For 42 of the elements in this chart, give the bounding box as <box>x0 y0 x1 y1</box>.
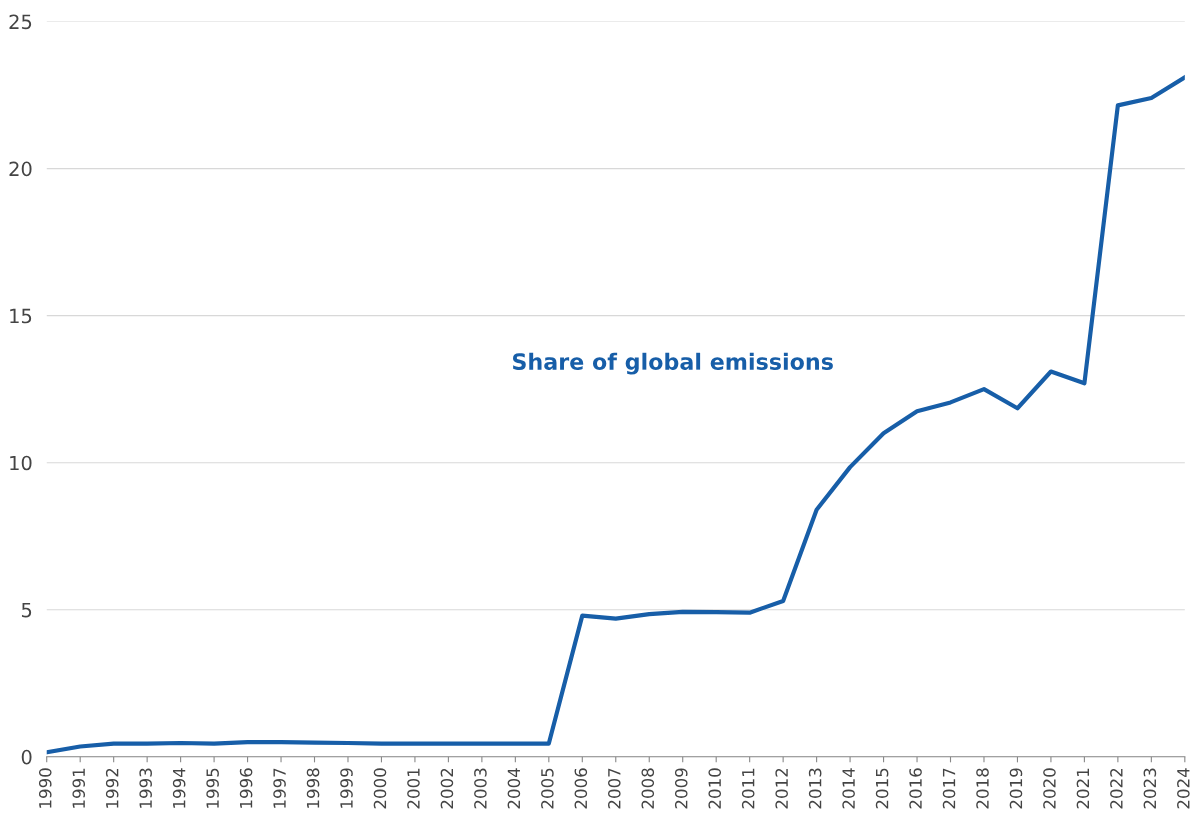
x-tick-label: 2016 <box>909 768 922 809</box>
y-tick-label: 20 <box>9 161 32 177</box>
x-tick-label: 2014 <box>842 768 855 809</box>
x-tick-label: 1995 <box>206 768 219 808</box>
x-tick-label: 2015 <box>875 768 889 809</box>
x-tick-label: 2018 <box>976 768 989 809</box>
x-tick-label: 2024 <box>1177 768 1190 809</box>
x-tick-label: 2008 <box>641 768 655 809</box>
x-tick-label: 2005 <box>541 768 554 809</box>
y-tick-label: 10 <box>10 455 32 471</box>
x-tick-label: 1990 <box>38 768 52 808</box>
text: Share of global emissions <box>513 352 833 375</box>
x-tick-label: 1996 <box>239 768 253 808</box>
x-tick-label: 1994 <box>172 768 186 808</box>
x-tick-label: 2020 <box>1043 768 1056 809</box>
x-tick-label: 2009 <box>674 768 688 809</box>
x-tick-label: 2001 <box>407 768 420 809</box>
x-tick-label: 2012 <box>775 768 788 809</box>
x-tick-label: 2023 <box>1143 768 1157 809</box>
x-tick-label: 2022 <box>1110 768 1123 809</box>
x-tick-label: 2006 <box>574 768 588 809</box>
x-tick-label: 1999 <box>340 768 353 808</box>
x-tick-label: 1997 <box>273 768 286 808</box>
x-tick-label: 2011 <box>741 768 755 809</box>
y-tick-label: 15 <box>10 308 32 324</box>
x-tick-label: 2004 <box>507 768 521 809</box>
y-tick-label: 5 <box>21 602 32 618</box>
x-tick-label: 2021 <box>1076 768 1090 809</box>
x-tick-label: 1992 <box>105 768 119 808</box>
x-tick-label: 2007 <box>608 768 621 809</box>
y-tick-label: 25 <box>9 14 32 30</box>
x-tick-label: 2019 <box>1009 768 1023 809</box>
x-tick-label: 1998 <box>306 768 320 808</box>
y-tick-label: 0 <box>21 749 32 765</box>
x-tick-label: 2010 <box>708 768 722 809</box>
x-tick-label: 1991 <box>72 768 86 808</box>
x-tick-label: 1993 <box>139 768 152 808</box>
x-tick-label: 2013 <box>808 768 822 809</box>
x-tick-label: 2002 <box>440 768 454 809</box>
x-tick-label: 2000 <box>373 768 387 809</box>
x-tick-label: 2003 <box>474 768 487 809</box>
x-tick-label: 2017 <box>942 768 956 809</box>
